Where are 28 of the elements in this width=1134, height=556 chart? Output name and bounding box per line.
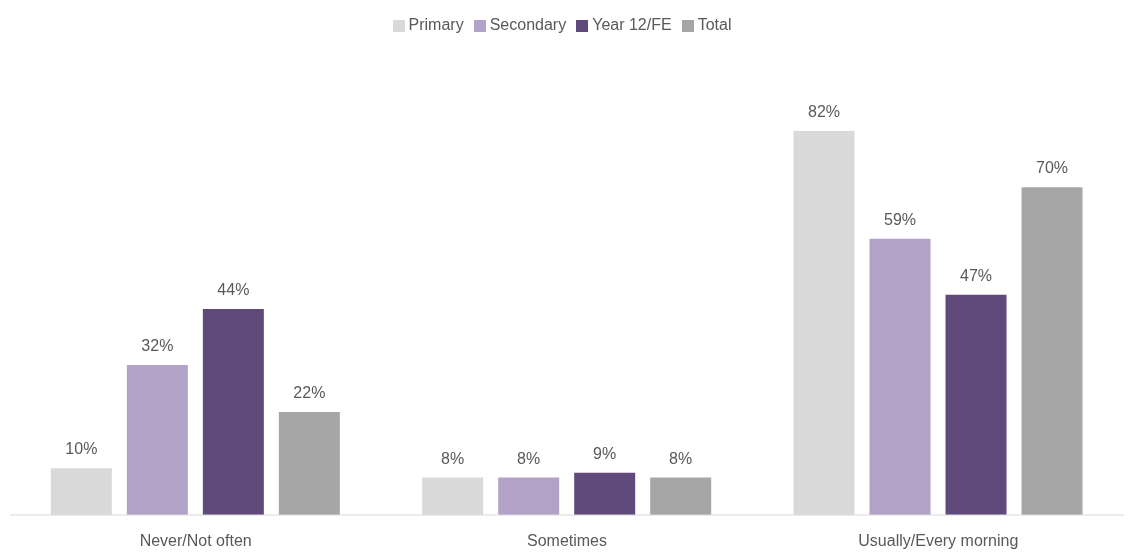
data-label: 47% [960, 266, 993, 284]
legend-label: Year 12/FE [592, 16, 672, 33]
data-label: 10% [65, 440, 98, 458]
bar [126, 365, 188, 515]
legend-label: Secondary [489, 16, 567, 33]
bar [574, 472, 636, 515]
data-label: 8% [517, 449, 541, 467]
bar [945, 294, 1007, 515]
data-label: 22% [293, 383, 326, 401]
bar [278, 411, 340, 515]
x-tick-label: Usually/Every morning [858, 532, 1019, 550]
data-label: 59% [884, 210, 917, 228]
data-label: 8% [441, 449, 465, 467]
bar [202, 308, 264, 515]
data-label: 44% [217, 280, 250, 298]
x-tick-label: Sometimes [526, 532, 608, 550]
legend-label: Total [697, 16, 732, 33]
data-label: 8% [669, 449, 693, 467]
bar [650, 477, 712, 515]
data-label: 82% [808, 102, 841, 120]
data-label: 9% [593, 444, 617, 462]
bar [869, 238, 931, 515]
legend-label: Primary [408, 16, 464, 33]
data-label: 32% [141, 337, 174, 355]
x-tick-label: Never/Not often [139, 532, 252, 550]
data-label: 70% [1036, 159, 1069, 177]
bar [498, 477, 560, 515]
bar [1021, 187, 1083, 515]
